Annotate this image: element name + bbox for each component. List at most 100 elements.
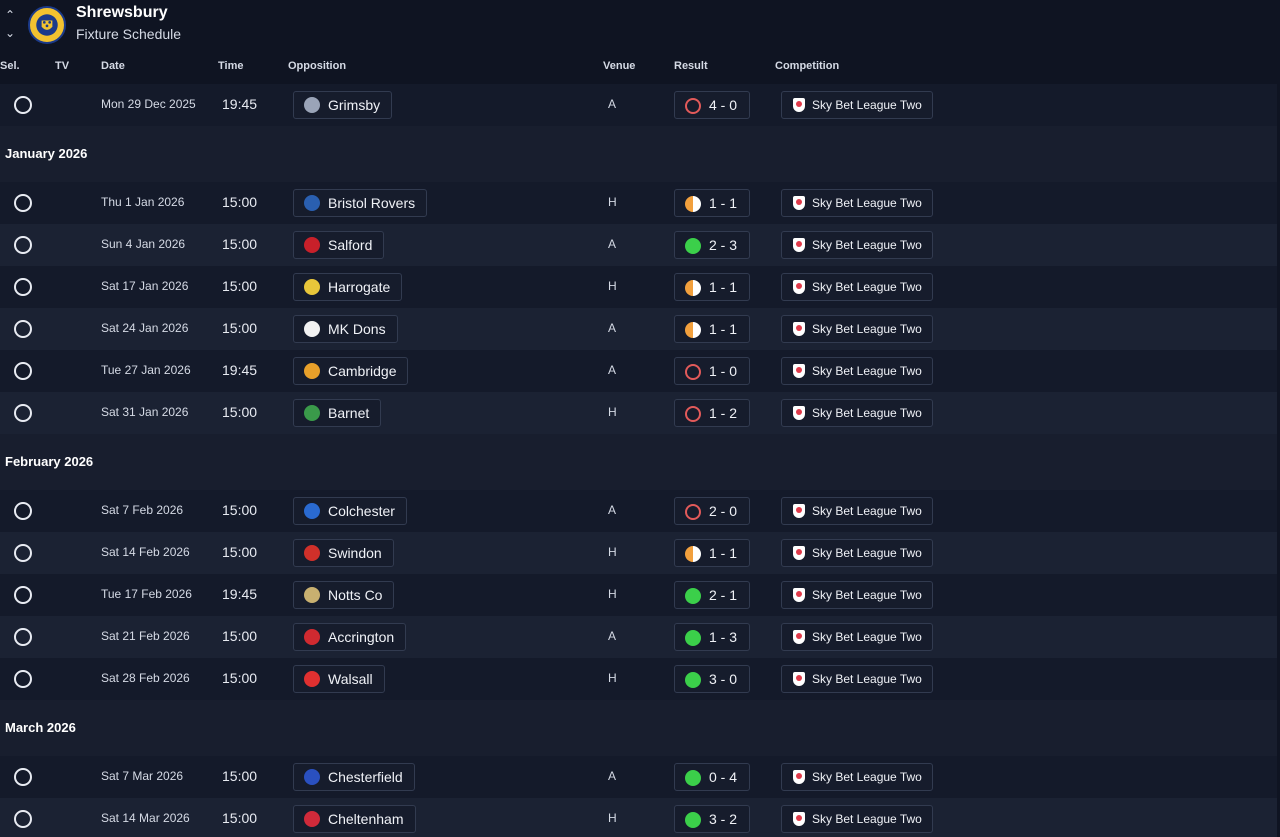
- fixture-row[interactable]: Sat 14 Feb 2026 15:00 Swindon H 1 - 1 Sky Bet…: [0, 532, 1280, 574]
- fixture-row[interactable]: Sat 21 Feb 2026 15:00 Accrington A 1 - 3 Sky …: [0, 616, 1280, 658]
- opposition-button[interactable]: Salford: [293, 231, 385, 259]
- select-radio[interactable]: [14, 810, 32, 828]
- fixture-date: Tue 27 Jan 2026: [101, 363, 191, 377]
- opposition-button[interactable]: Accrington: [293, 623, 407, 651]
- opposition-button[interactable]: Barnet: [293, 399, 382, 427]
- opposition-button[interactable]: Colchester: [293, 497, 407, 525]
- competition-button[interactable]: Sky Bet League Two: [781, 315, 933, 343]
- fixture-row[interactable]: Sat 31 Jan 2026 15:00 Barnet H 1 - 2 Sky Bet …: [0, 392, 1280, 434]
- select-radio[interactable]: [14, 670, 32, 688]
- opposition-button[interactable]: Notts Co: [293, 581, 395, 609]
- win-result-icon: [685, 238, 701, 254]
- competition-button[interactable]: Sky Bet League Two: [781, 581, 933, 609]
- chevron-up-icon[interactable]: ⌃: [4, 8, 16, 22]
- opposition-button[interactable]: Swindon: [293, 539, 394, 567]
- column-header-sel[interactable]: Sel.: [0, 60, 20, 72]
- competition-button[interactable]: Sky Bet League Two: [781, 189, 933, 217]
- chevron-down-icon[interactable]: ⌄: [4, 26, 16, 40]
- result-button[interactable]: 2 - 1: [674, 581, 750, 609]
- opposition-button[interactable]: Cheltenham: [293, 805, 416, 833]
- win-result-icon: [685, 770, 701, 786]
- column-header-competition[interactable]: Competition: [775, 60, 840, 72]
- select-radio[interactable]: [14, 404, 32, 422]
- competition-button[interactable]: Sky Bet League Two: [781, 399, 933, 427]
- competition-button[interactable]: Sky Bet League Two: [781, 665, 933, 693]
- fixture-row[interactable]: Sat 7 Feb 2026 15:00 Colchester A 2 - 0 Sky B…: [0, 490, 1280, 532]
- opposition-button[interactable]: Cambridge: [293, 357, 409, 385]
- competition-button[interactable]: Sky Bet League Two: [781, 805, 933, 833]
- competition-button[interactable]: Sky Bet League Two: [781, 497, 933, 525]
- competition-button[interactable]: Sky Bet League Two: [781, 763, 933, 791]
- select-radio[interactable]: [14, 768, 32, 786]
- fixture-venue: A: [608, 237, 617, 251]
- loss-result-icon: [685, 406, 701, 422]
- competition-button[interactable]: Sky Bet League Two: [781, 231, 933, 259]
- fixture-row[interactable]: Sat 17 Jan 2026 15:00 Harrogate H 1 - 1 Sky B…: [0, 266, 1280, 308]
- result-button[interactable]: 1 - 1: [674, 273, 750, 301]
- result-button[interactable]: 3 - 2: [674, 805, 750, 833]
- result-button[interactable]: 3 - 0: [674, 665, 750, 693]
- opposition-button[interactable]: Grimsby: [293, 91, 393, 119]
- fixture-time: 15:00: [222, 810, 258, 826]
- competition-name: Sky Bet League Two: [812, 406, 922, 420]
- select-radio[interactable]: [14, 194, 32, 212]
- scrollbar[interactable]: [1277, 52, 1280, 837]
- competition-button[interactable]: Sky Bet League Two: [781, 357, 933, 385]
- league-badge-icon: [793, 280, 805, 294]
- competition-button[interactable]: Sky Bet League Two: [781, 91, 933, 119]
- result-button[interactable]: 1 - 3: [674, 623, 750, 651]
- opposition-button[interactable]: Walsall: [293, 665, 385, 693]
- fixture-time: 15:00: [222, 544, 258, 560]
- opposition-button[interactable]: MK Dons: [293, 315, 398, 343]
- fixture-row[interactable]: Sun 4 Jan 2026 15:00 Salford A 2 - 3 Sky Bet …: [0, 224, 1280, 266]
- opposition-button[interactable]: Bristol Rovers: [293, 189, 428, 217]
- column-header-venue[interactable]: Venue: [603, 60, 636, 72]
- select-radio[interactable]: [14, 362, 32, 380]
- month-label: March 2026: [5, 720, 76, 735]
- result-button[interactable]: 1 - 0: [674, 357, 750, 385]
- column-header-opposition[interactable]: Opposition: [288, 60, 347, 72]
- result-button[interactable]: 1 - 1: [674, 189, 750, 217]
- fixture-time: 19:45: [222, 362, 258, 378]
- result-button[interactable]: 2 - 3: [674, 231, 750, 259]
- fixture-row[interactable]: Thu 1 Jan 2026 15:00 Bristol Rovers H 1 - 1 S…: [0, 182, 1280, 224]
- column-header-date[interactable]: Date: [101, 60, 125, 72]
- result-score: 1 - 1: [709, 279, 738, 295]
- select-radio[interactable]: [14, 628, 32, 646]
- select-radio[interactable]: [14, 586, 32, 604]
- opposition-button[interactable]: Harrogate: [293, 273, 403, 301]
- select-radio[interactable]: [14, 278, 32, 296]
- result-button[interactable]: 2 - 0: [674, 497, 750, 525]
- select-radio[interactable]: [14, 502, 32, 520]
- fixture-row[interactable]: Sat 28 Feb 2026 15:00 Walsall H 3 - 0 Sky Bet…: [0, 658, 1280, 700]
- competition-button[interactable]: Sky Bet League Two: [781, 539, 933, 567]
- month-header: January 2026: [0, 126, 1280, 182]
- competition-button[interactable]: Sky Bet League Two: [781, 273, 933, 301]
- fixture-row[interactable]: Tue 27 Jan 2026 19:45 Cambridge A 1 - 0 Sky B…: [0, 350, 1280, 392]
- competition-name: Sky Bet League Two: [812, 196, 922, 210]
- select-radio[interactable]: [14, 544, 32, 562]
- result-button[interactable]: 4 - 0: [674, 91, 750, 119]
- competition-name: Sky Bet League Two: [812, 504, 922, 518]
- result-button[interactable]: 1 - 1: [674, 539, 750, 567]
- opposition-name: Grimsby: [328, 97, 381, 113]
- column-header-result[interactable]: Result: [674, 60, 708, 72]
- result-button[interactable]: 0 - 4: [674, 763, 750, 791]
- fixture-row[interactable]: Mon 29 Dec 2025 19:45 Grimsby A 4 - 0 Sky Bet…: [0, 84, 1280, 126]
- fixture-row[interactable]: Tue 17 Feb 2026 19:45 Notts Co H 2 - 1 Sky Be…: [0, 574, 1280, 616]
- fixture-row[interactable]: Sat 24 Jan 2026 15:00 MK Dons A 1 - 1 Sky Bet…: [0, 308, 1280, 350]
- select-radio[interactable]: [14, 236, 32, 254]
- fixture-time: 15:00: [222, 404, 258, 420]
- fixture-row[interactable]: Sat 7 Mar 2026 15:00 Chesterfield A 0 - 4 Sky…: [0, 756, 1280, 798]
- column-header-time[interactable]: Time: [218, 60, 244, 72]
- result-button[interactable]: 1 - 1: [674, 315, 750, 343]
- draw-result-icon: [685, 322, 701, 338]
- select-radio[interactable]: [14, 320, 32, 338]
- club-name[interactable]: Shrewsbury: [76, 4, 168, 21]
- select-radio[interactable]: [14, 96, 32, 114]
- competition-button[interactable]: Sky Bet League Two: [781, 623, 933, 651]
- opposition-button[interactable]: Chesterfield: [293, 763, 415, 791]
- fixture-row[interactable]: Sat 14 Mar 2026 15:00 Cheltenham H 3 - 2 Sky …: [0, 798, 1280, 837]
- result-button[interactable]: 1 - 2: [674, 399, 750, 427]
- column-header-tv[interactable]: TV: [55, 60, 70, 72]
